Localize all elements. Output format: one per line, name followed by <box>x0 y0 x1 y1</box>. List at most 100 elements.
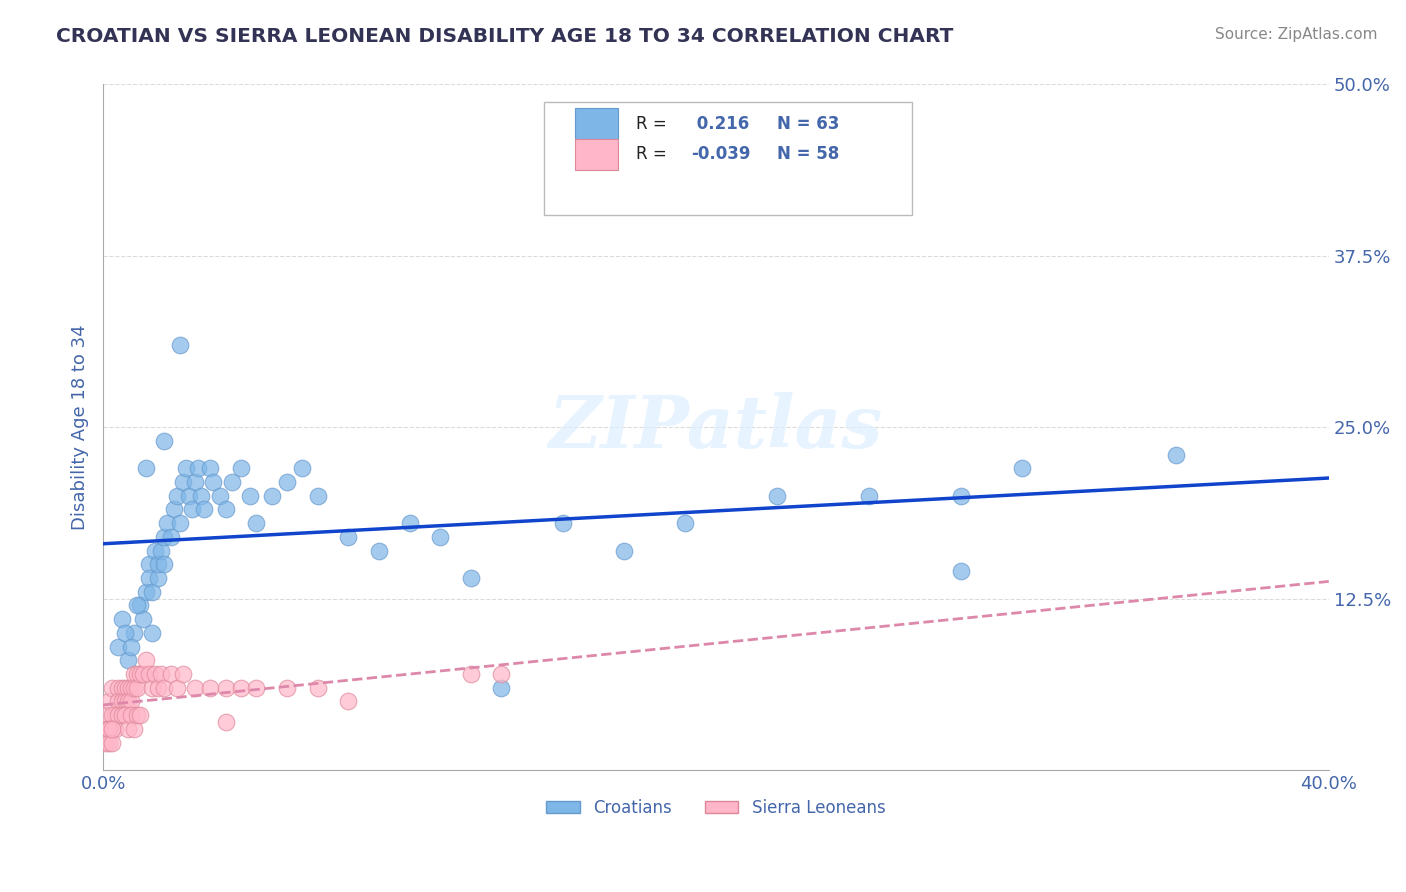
Point <box>141 626 163 640</box>
Point <box>129 708 152 723</box>
Y-axis label: Disability Age 18 to 34: Disability Age 18 to 34 <box>72 325 89 530</box>
Point <box>159 530 181 544</box>
Point <box>429 530 451 544</box>
Point <box>239 489 262 503</box>
Point <box>190 489 212 503</box>
Text: -0.039: -0.039 <box>692 145 751 163</box>
Point <box>1011 461 1033 475</box>
Point <box>125 708 148 723</box>
Point <box>153 681 176 695</box>
Point <box>229 461 252 475</box>
Point <box>181 502 204 516</box>
Point <box>110 694 132 708</box>
Point <box>491 681 513 695</box>
Point <box>177 489 200 503</box>
Point <box>96 722 118 736</box>
Point <box>398 516 420 531</box>
Point <box>187 461 209 475</box>
Point <box>200 681 222 695</box>
Point <box>172 667 194 681</box>
Point <box>202 475 225 489</box>
Point <box>135 584 157 599</box>
Point <box>129 667 152 681</box>
Point <box>153 558 176 572</box>
Point <box>98 722 121 736</box>
Point <box>460 667 482 681</box>
Point <box>138 571 160 585</box>
Point <box>122 722 145 736</box>
Point <box>114 694 136 708</box>
Point <box>114 681 136 695</box>
Point <box>143 543 166 558</box>
Legend: Croatians, Sierra Leoneans: Croatians, Sierra Leoneans <box>540 792 893 823</box>
Point <box>101 735 124 749</box>
Point <box>1164 448 1187 462</box>
Point <box>200 461 222 475</box>
Text: N = 63: N = 63 <box>778 115 839 133</box>
Point <box>307 489 329 503</box>
Point <box>114 708 136 723</box>
Point <box>107 708 129 723</box>
Point <box>101 708 124 723</box>
Point <box>169 516 191 531</box>
Point <box>153 530 176 544</box>
Point <box>125 599 148 613</box>
Point <box>153 434 176 448</box>
Point <box>120 681 142 695</box>
Point <box>110 681 132 695</box>
Point <box>120 640 142 654</box>
FancyBboxPatch shape <box>575 109 617 139</box>
Point <box>367 543 389 558</box>
Point <box>117 653 139 667</box>
Point <box>114 626 136 640</box>
Point <box>291 461 314 475</box>
Point <box>150 667 173 681</box>
Point <box>337 694 360 708</box>
Point <box>120 708 142 723</box>
Point <box>110 612 132 626</box>
Point <box>221 475 243 489</box>
Point <box>150 543 173 558</box>
Text: Source: ZipAtlas.com: Source: ZipAtlas.com <box>1215 27 1378 42</box>
Point <box>122 667 145 681</box>
Point <box>98 735 121 749</box>
Point <box>215 714 238 729</box>
Text: R =: R = <box>637 145 666 163</box>
Point <box>96 735 118 749</box>
Point <box>110 708 132 723</box>
Point <box>107 681 129 695</box>
Point <box>141 681 163 695</box>
Point <box>148 571 170 585</box>
Point <box>135 653 157 667</box>
Text: ZIPatlas: ZIPatlas <box>548 392 883 463</box>
Point <box>208 489 231 503</box>
Point <box>148 558 170 572</box>
Point <box>148 681 170 695</box>
Point <box>117 722 139 736</box>
Point <box>143 667 166 681</box>
Point <box>950 489 973 503</box>
Point <box>260 489 283 503</box>
Point <box>107 640 129 654</box>
Point <box>135 461 157 475</box>
Point <box>104 708 127 723</box>
Point <box>138 667 160 681</box>
Point <box>245 681 267 695</box>
Point <box>172 475 194 489</box>
Point <box>101 681 124 695</box>
Point <box>858 489 880 503</box>
Point <box>169 338 191 352</box>
Point <box>120 694 142 708</box>
Point <box>96 708 118 723</box>
Point <box>98 722 121 736</box>
Point <box>125 681 148 695</box>
Point <box>491 667 513 681</box>
Point <box>337 530 360 544</box>
Point <box>166 489 188 503</box>
Point <box>107 694 129 708</box>
Point <box>159 667 181 681</box>
Point <box>245 516 267 531</box>
Point <box>162 502 184 516</box>
Point <box>276 681 298 695</box>
Point <box>122 626 145 640</box>
